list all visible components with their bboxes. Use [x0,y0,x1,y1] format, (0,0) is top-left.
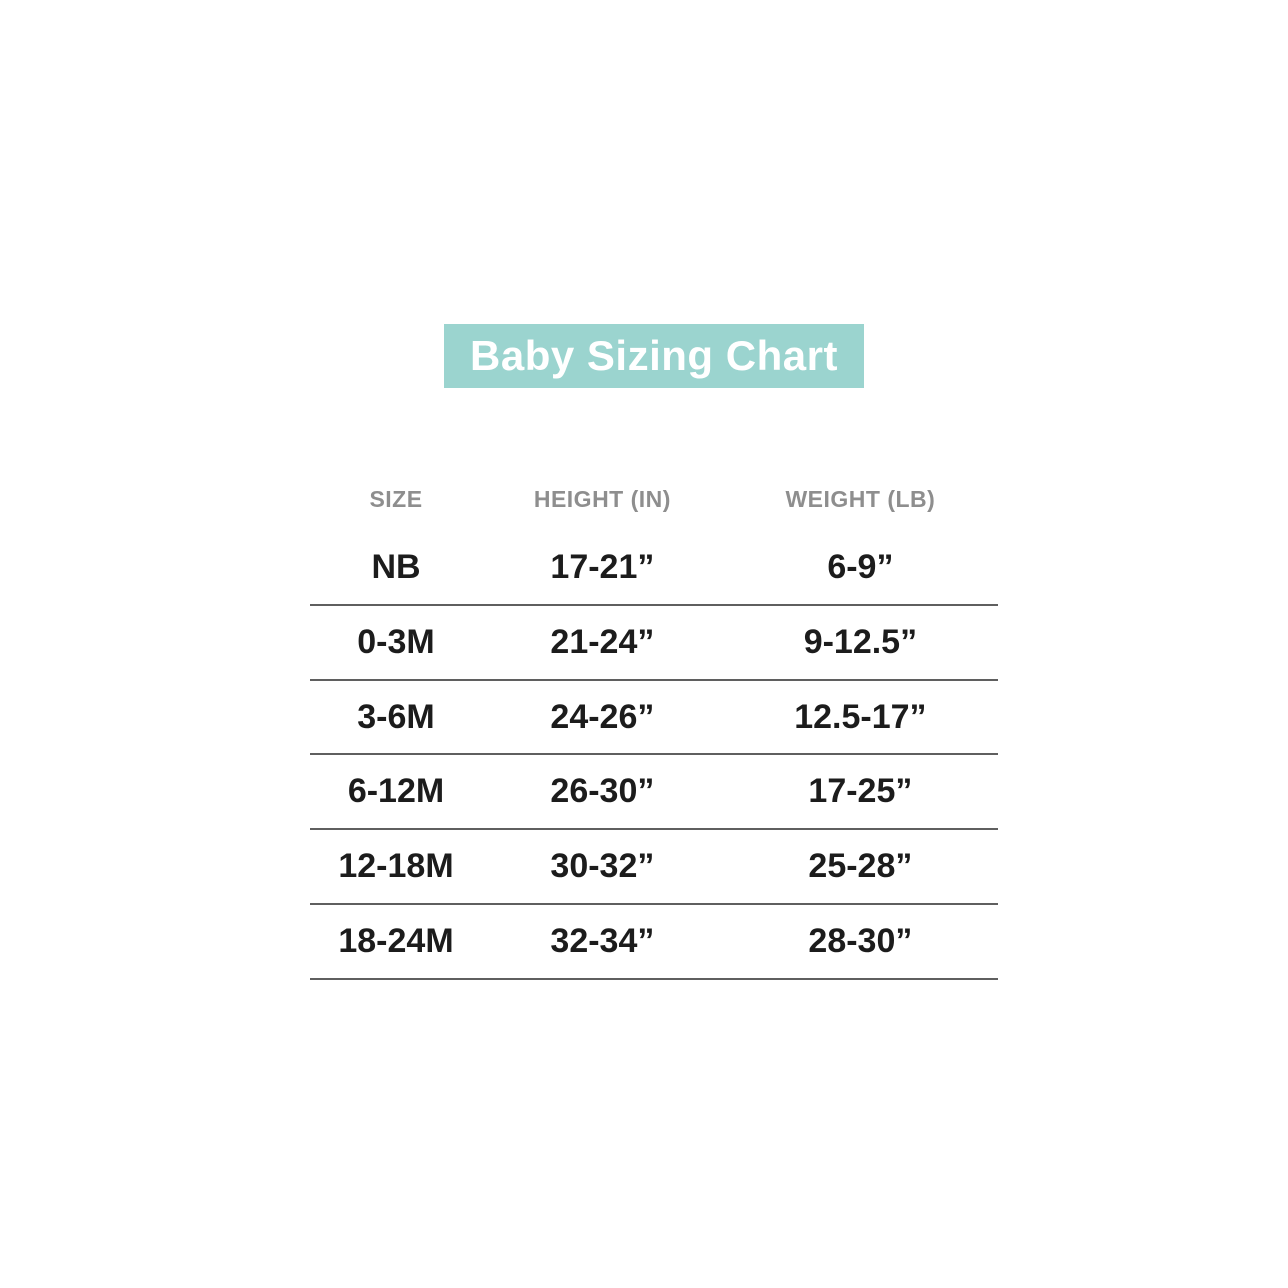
table-header-row: SIZE HEIGHT (IN) WEIGHT (LB) [310,476,998,531]
table-row: NB 17-21” 6-9” [310,531,998,606]
table-row: 18-24M 32-34” 28-30” [310,903,998,980]
height-cell: 24-26” [482,679,723,756]
weight-cell: 12.5-17” [722,679,998,756]
height-cell: 21-24” [482,604,723,681]
size-cell: 3-6M [310,679,482,756]
size-cell: 0-3M [310,604,482,681]
column-header-weight: WEIGHT (LB) [785,486,936,512]
table-row: 0-3M 21-24” 9-12.5” [310,604,998,681]
height-cell: 30-32” [482,829,723,905]
weight-cell: 9-12.5” [722,604,998,681]
weight-cell: 6-9” [722,531,998,606]
size-cell: 12-18M [310,829,482,905]
weight-cell: 17-25” [722,754,998,831]
height-cell: 32-34” [482,903,723,980]
baby-sizing-table: SIZE HEIGHT (IN) WEIGHT (LB) NB 17-21” 6… [310,476,998,980]
height-cell: 26-30” [482,754,723,831]
title-banner: Baby Sizing Chart [444,324,864,388]
size-cell: 18-24M [310,903,482,980]
weight-cell: 25-28” [722,829,998,905]
chart-content: Baby Sizing Chart SIZE HEIGHT (IN) WEIGH… [310,324,998,980]
size-cell: NB [310,531,482,606]
page-title: Baby Sizing Chart [470,332,838,379]
size-cell: 6-12M [310,754,482,831]
column-header-size: SIZE [369,486,423,512]
weight-cell: 28-30” [722,903,998,980]
column-header-height: HEIGHT (IN) [533,486,671,512]
table-row: 6-12M 26-30” 17-25” [310,754,998,831]
table-row: 12-18M 30-32” 25-28” [310,829,998,905]
table-row: 3-6M 24-26” 12.5-17” [310,679,998,756]
height-cell: 17-21” [482,531,723,606]
